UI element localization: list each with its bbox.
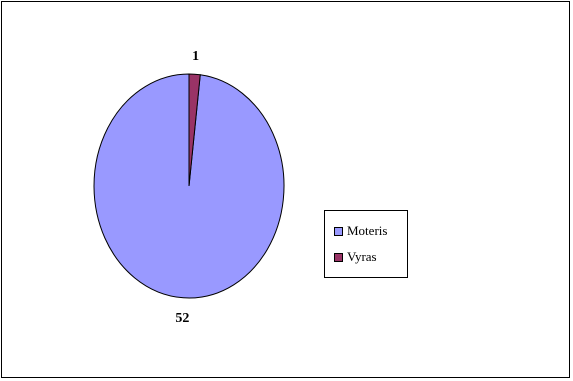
- data-label-moteris: 52: [175, 311, 189, 326]
- legend-label-vyras: Vyras: [347, 249, 377, 264]
- legend-item-moteris: Moteris: [334, 223, 387, 239]
- legend-swatch-moteris: [334, 226, 343, 236]
- legend: Moteris Vyras: [324, 210, 408, 278]
- pie-slice-vyras: [188, 73, 201, 187]
- legend-label-moteris: Moteris: [347, 223, 388, 238]
- legend-item-vyras: Vyras: [334, 249, 377, 265]
- legend-swatch-vyras: [334, 252, 343, 262]
- data-label-vyras: 1: [192, 49, 199, 64]
